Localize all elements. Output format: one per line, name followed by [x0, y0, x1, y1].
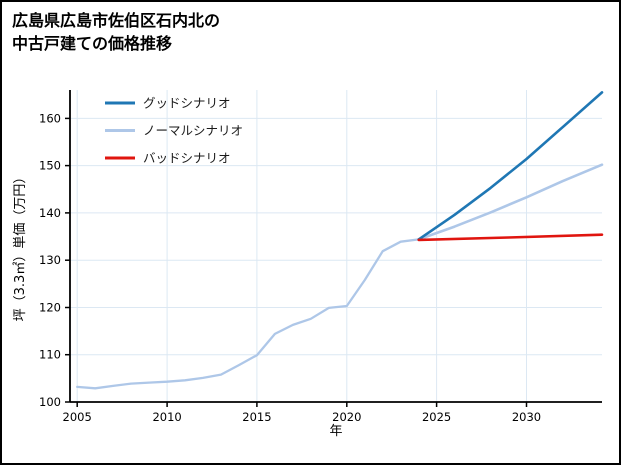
legend-item-normal: ノーマルシナリオ: [105, 123, 243, 138]
chart-title-line2: 中古戸建ての価格推移: [12, 36, 173, 54]
x-tick-label: 2020: [332, 410, 361, 424]
legend-label-normal: ノーマルシナリオ: [143, 123, 243, 138]
y-tick-label: 140: [39, 206, 61, 220]
y-tick-label: 110: [39, 348, 61, 362]
series-line-bad: [417, 233, 604, 242]
chart-title: 広島県広島市佐伯区石内北の 中古戸建ての価格推移: [12, 10, 220, 56]
series-line-normal: [417, 163, 604, 241]
legend-item-bad: バッドシナリオ: [105, 151, 231, 166]
y-tick-label: 100: [39, 395, 61, 409]
y-tick-label: 160: [39, 111, 61, 125]
y-tick-label: 120: [39, 301, 61, 315]
legend-label-good: グッドシナリオ: [143, 96, 231, 111]
x-tick-label: 2010: [152, 410, 181, 424]
x-tick-label: 2015: [242, 410, 271, 424]
chart-title-line1: 広島県広島市佐伯区石内北の: [12, 13, 221, 30]
legend-label-bad: バッドシナリオ: [143, 151, 231, 166]
y-tick-label: 130: [39, 253, 61, 267]
legend-item-good: グッドシナリオ: [105, 96, 231, 111]
series-line-historical: [76, 238, 420, 390]
x-tick-label: 2005: [63, 410, 92, 424]
x-tick-label: 2025: [422, 410, 451, 424]
x-axis-title: 年: [329, 424, 342, 439]
y-tick-label: 150: [39, 159, 61, 173]
series-line-good: [417, 91, 604, 241]
x-tick-label: 2030: [512, 410, 541, 424]
y-axis-title: 坪（3.3㎡）単価（万円）: [12, 171, 28, 322]
